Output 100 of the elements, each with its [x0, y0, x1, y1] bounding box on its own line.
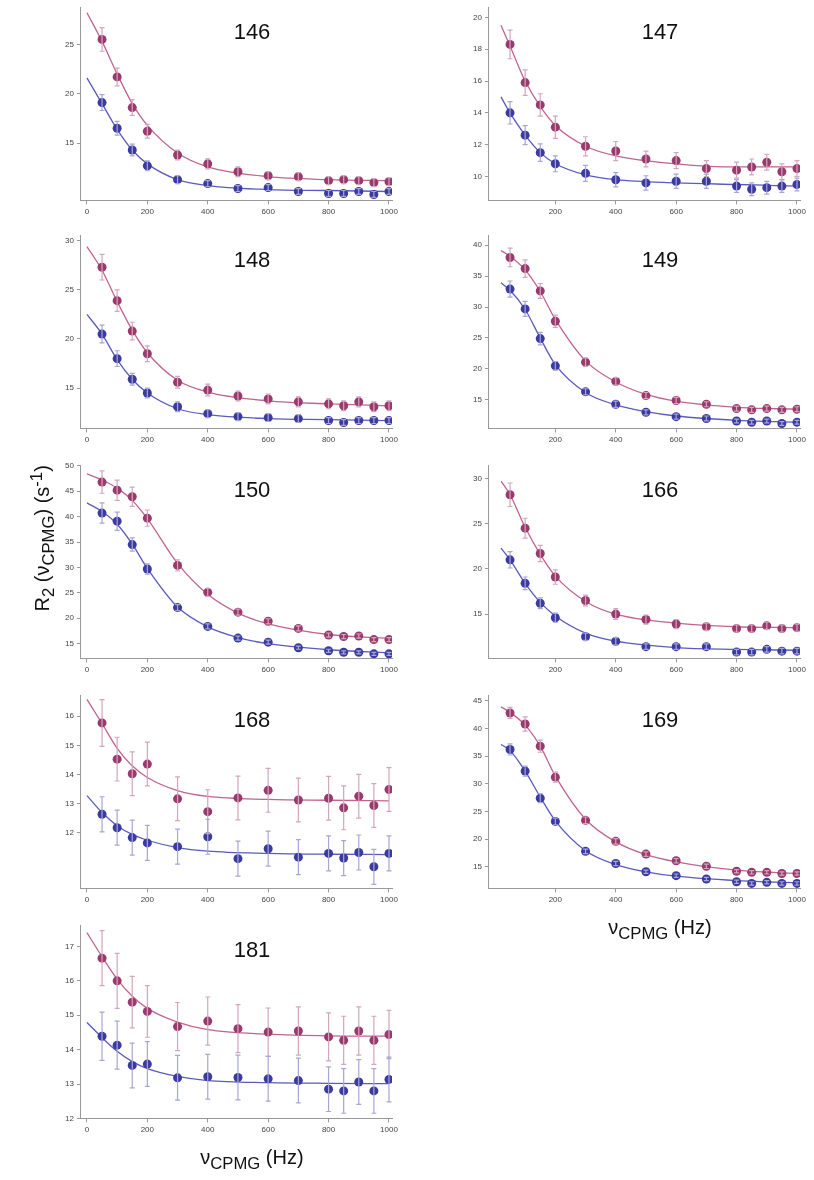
x-tick-label: 800 — [729, 895, 744, 905]
text: 147 — [641, 18, 679, 44]
y-tick-label: 14 — [472, 108, 483, 118]
x-tick-label: 0 — [84, 665, 90, 675]
x-tick-label: 600 — [261, 895, 276, 905]
x-tick-label: 1000 — [380, 435, 399, 445]
y-tick-label: 13 — [64, 798, 75, 808]
x-tick-label: 200 — [548, 435, 563, 445]
y-tick-label: 18 — [472, 44, 483, 54]
x-tick-label: 800 — [729, 207, 744, 217]
x-tick-label: 200 — [548, 665, 563, 675]
y-tick-label: 15 — [472, 395, 483, 405]
y-tick-label: 16 — [472, 76, 483, 86]
x-tick-label: 1000 — [788, 207, 807, 217]
x-tick-label: 1000 — [380, 895, 399, 905]
x-tick-label: 400 — [609, 435, 623, 445]
x-tick-label: 800 — [729, 435, 744, 445]
y-tick-label: 40 — [472, 240, 483, 250]
x-tick-label: 800 — [321, 1125, 336, 1135]
y-tick-label: 12 — [64, 828, 75, 838]
y-tick-label: 35 — [472, 751, 483, 761]
y-tick-label: 25 — [64, 285, 75, 295]
x-tick-label: 400 — [201, 1125, 215, 1135]
x-tick-label: 800 — [321, 207, 336, 217]
x-tick-label: 400 — [201, 207, 215, 217]
x-tick-label: 800 — [321, 665, 336, 675]
y-tick-label: 30 — [472, 779, 483, 788]
x-tick-label: 1000 — [380, 1125, 399, 1135]
y-tick-label: 15 — [472, 862, 483, 872]
x-tick-label: 200 — [140, 207, 155, 217]
x-tick-label: 0 — [84, 895, 90, 905]
y-tick-label: 30 — [472, 302, 483, 312]
text: 166 — [641, 476, 679, 502]
text: 181 — [233, 936, 271, 962]
y-tick-label: 15 — [64, 138, 75, 148]
x-tick-label: 200 — [548, 207, 563, 217]
x-tick-label: 1000 — [788, 435, 807, 445]
y-tick-label: 35 — [64, 537, 75, 547]
y-tick-label: 20 — [64, 88, 75, 98]
y-tick-label: 30 — [64, 235, 75, 245]
x-tick-label: 400 — [609, 207, 623, 217]
y-tick-label: 13 — [64, 1079, 75, 1089]
y-tick-label: 30 — [64, 562, 75, 572]
x-tick-label: 600 — [669, 895, 684, 905]
x-tick-label: 200 — [140, 665, 155, 675]
x-tick-label: 1000 — [380, 665, 399, 675]
y-tick-label: 25 — [472, 518, 483, 528]
y-tick-label: 20 — [472, 834, 483, 844]
line-series — [86, 698, 390, 802]
y-tick-label: 15 — [64, 1010, 75, 1020]
y-tick-label: 14 — [64, 1044, 75, 1054]
x-tick-label: 200 — [140, 435, 155, 445]
y-tick-label: 25 — [64, 588, 75, 598]
text: 146 — [233, 18, 271, 44]
y-tick-label: 14 — [64, 769, 75, 779]
y-tick-label: 20 — [472, 12, 483, 22]
x-tick-label: 1000 — [788, 895, 807, 905]
y-tick-label: 35 — [472, 271, 483, 281]
x-tick-label: 0 — [84, 1125, 90, 1135]
y-tick-label: 20 — [64, 334, 75, 344]
y-tick-label: 25 — [472, 333, 483, 343]
y-tick-label: 25 — [64, 39, 75, 49]
y-tick-label: 45 — [64, 486, 75, 496]
x-tick-label: 600 — [261, 1125, 276, 1135]
y-tick-label: 15 — [64, 383, 75, 393]
text: 148 — [233, 246, 271, 272]
x-tick-label: 800 — [321, 895, 336, 905]
x-tick-label: 400 — [201, 665, 215, 675]
y-tick-label: 16 — [64, 711, 75, 721]
text: 149 — [641, 246, 679, 272]
x-tick-label: 600 — [261, 665, 276, 675]
text: 169 — [641, 706, 679, 732]
x-tick-label: 400 — [201, 435, 215, 445]
y-tick-label: 16 — [64, 976, 75, 986]
y-tick-label: 17 — [64, 941, 75, 951]
x-tick-label: 800 — [321, 435, 336, 445]
x-tick-label: 400 — [609, 665, 623, 675]
x-tick-label: 200 — [140, 895, 155, 905]
y-tick-label: 30 — [472, 473, 483, 483]
x-tick-label: 1000 — [788, 665, 807, 675]
x-tick-label: 0 — [84, 207, 90, 217]
x-tick-label: 1000 — [380, 207, 399, 217]
y-tick-label: 50 — [64, 461, 75, 470]
y-tick-label: 15 — [472, 609, 483, 619]
y-tick-label: 20 — [64, 613, 75, 623]
y-tick-label: 12 — [64, 1113, 75, 1123]
x-axis-title: ν$_{CPMG}$ (Hz) — [199, 1146, 305, 1174]
y-tick-label: 15 — [64, 638, 75, 648]
x-tick-label: 800 — [729, 665, 744, 675]
x-tick-label: 600 — [669, 665, 684, 675]
x-tick-label: 400 — [609, 895, 623, 905]
x-tick-label: 600 — [261, 207, 276, 217]
text: 150 — [233, 476, 271, 502]
x-tick-label: 600 — [669, 435, 684, 445]
x-tick-label: 600 — [669, 207, 684, 217]
y-tick-label: 10 — [472, 171, 483, 181]
y-tick-label: 45 — [472, 695, 483, 705]
y-tick-label: 12 — [472, 139, 483, 149]
y-tick-label: 25 — [472, 806, 483, 816]
y-tick-label: 40 — [64, 511, 75, 521]
